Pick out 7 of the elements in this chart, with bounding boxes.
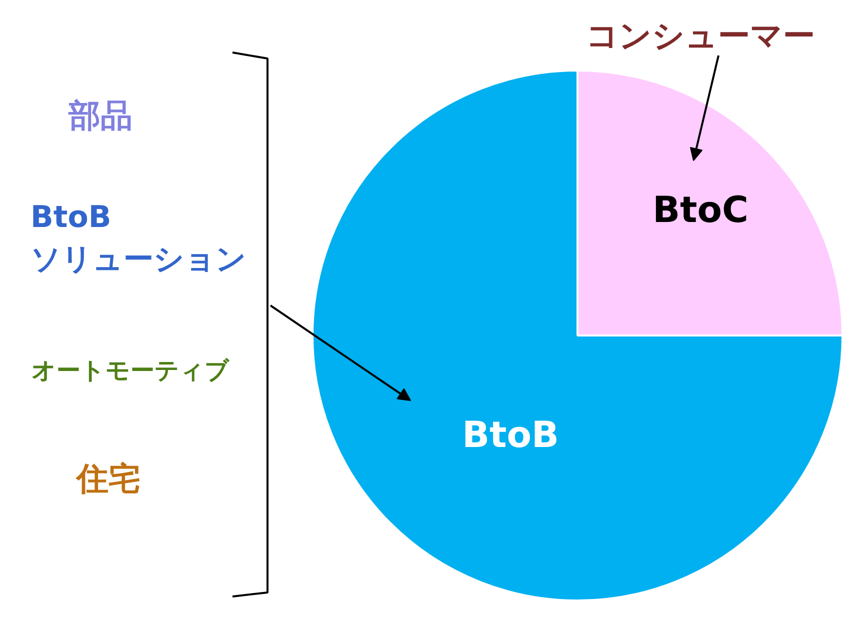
text: オートモーティブ: [32, 356, 230, 384]
slice-label: BtoB: [462, 415, 559, 456]
text: BtoB ソリューション: [30, 200, 246, 277]
slice-label: BtoC: [652, 190, 748, 231]
text: 部品: [68, 96, 132, 134]
text: コンシューマー: [586, 16, 815, 54]
text: 住宅: [74, 460, 140, 498]
